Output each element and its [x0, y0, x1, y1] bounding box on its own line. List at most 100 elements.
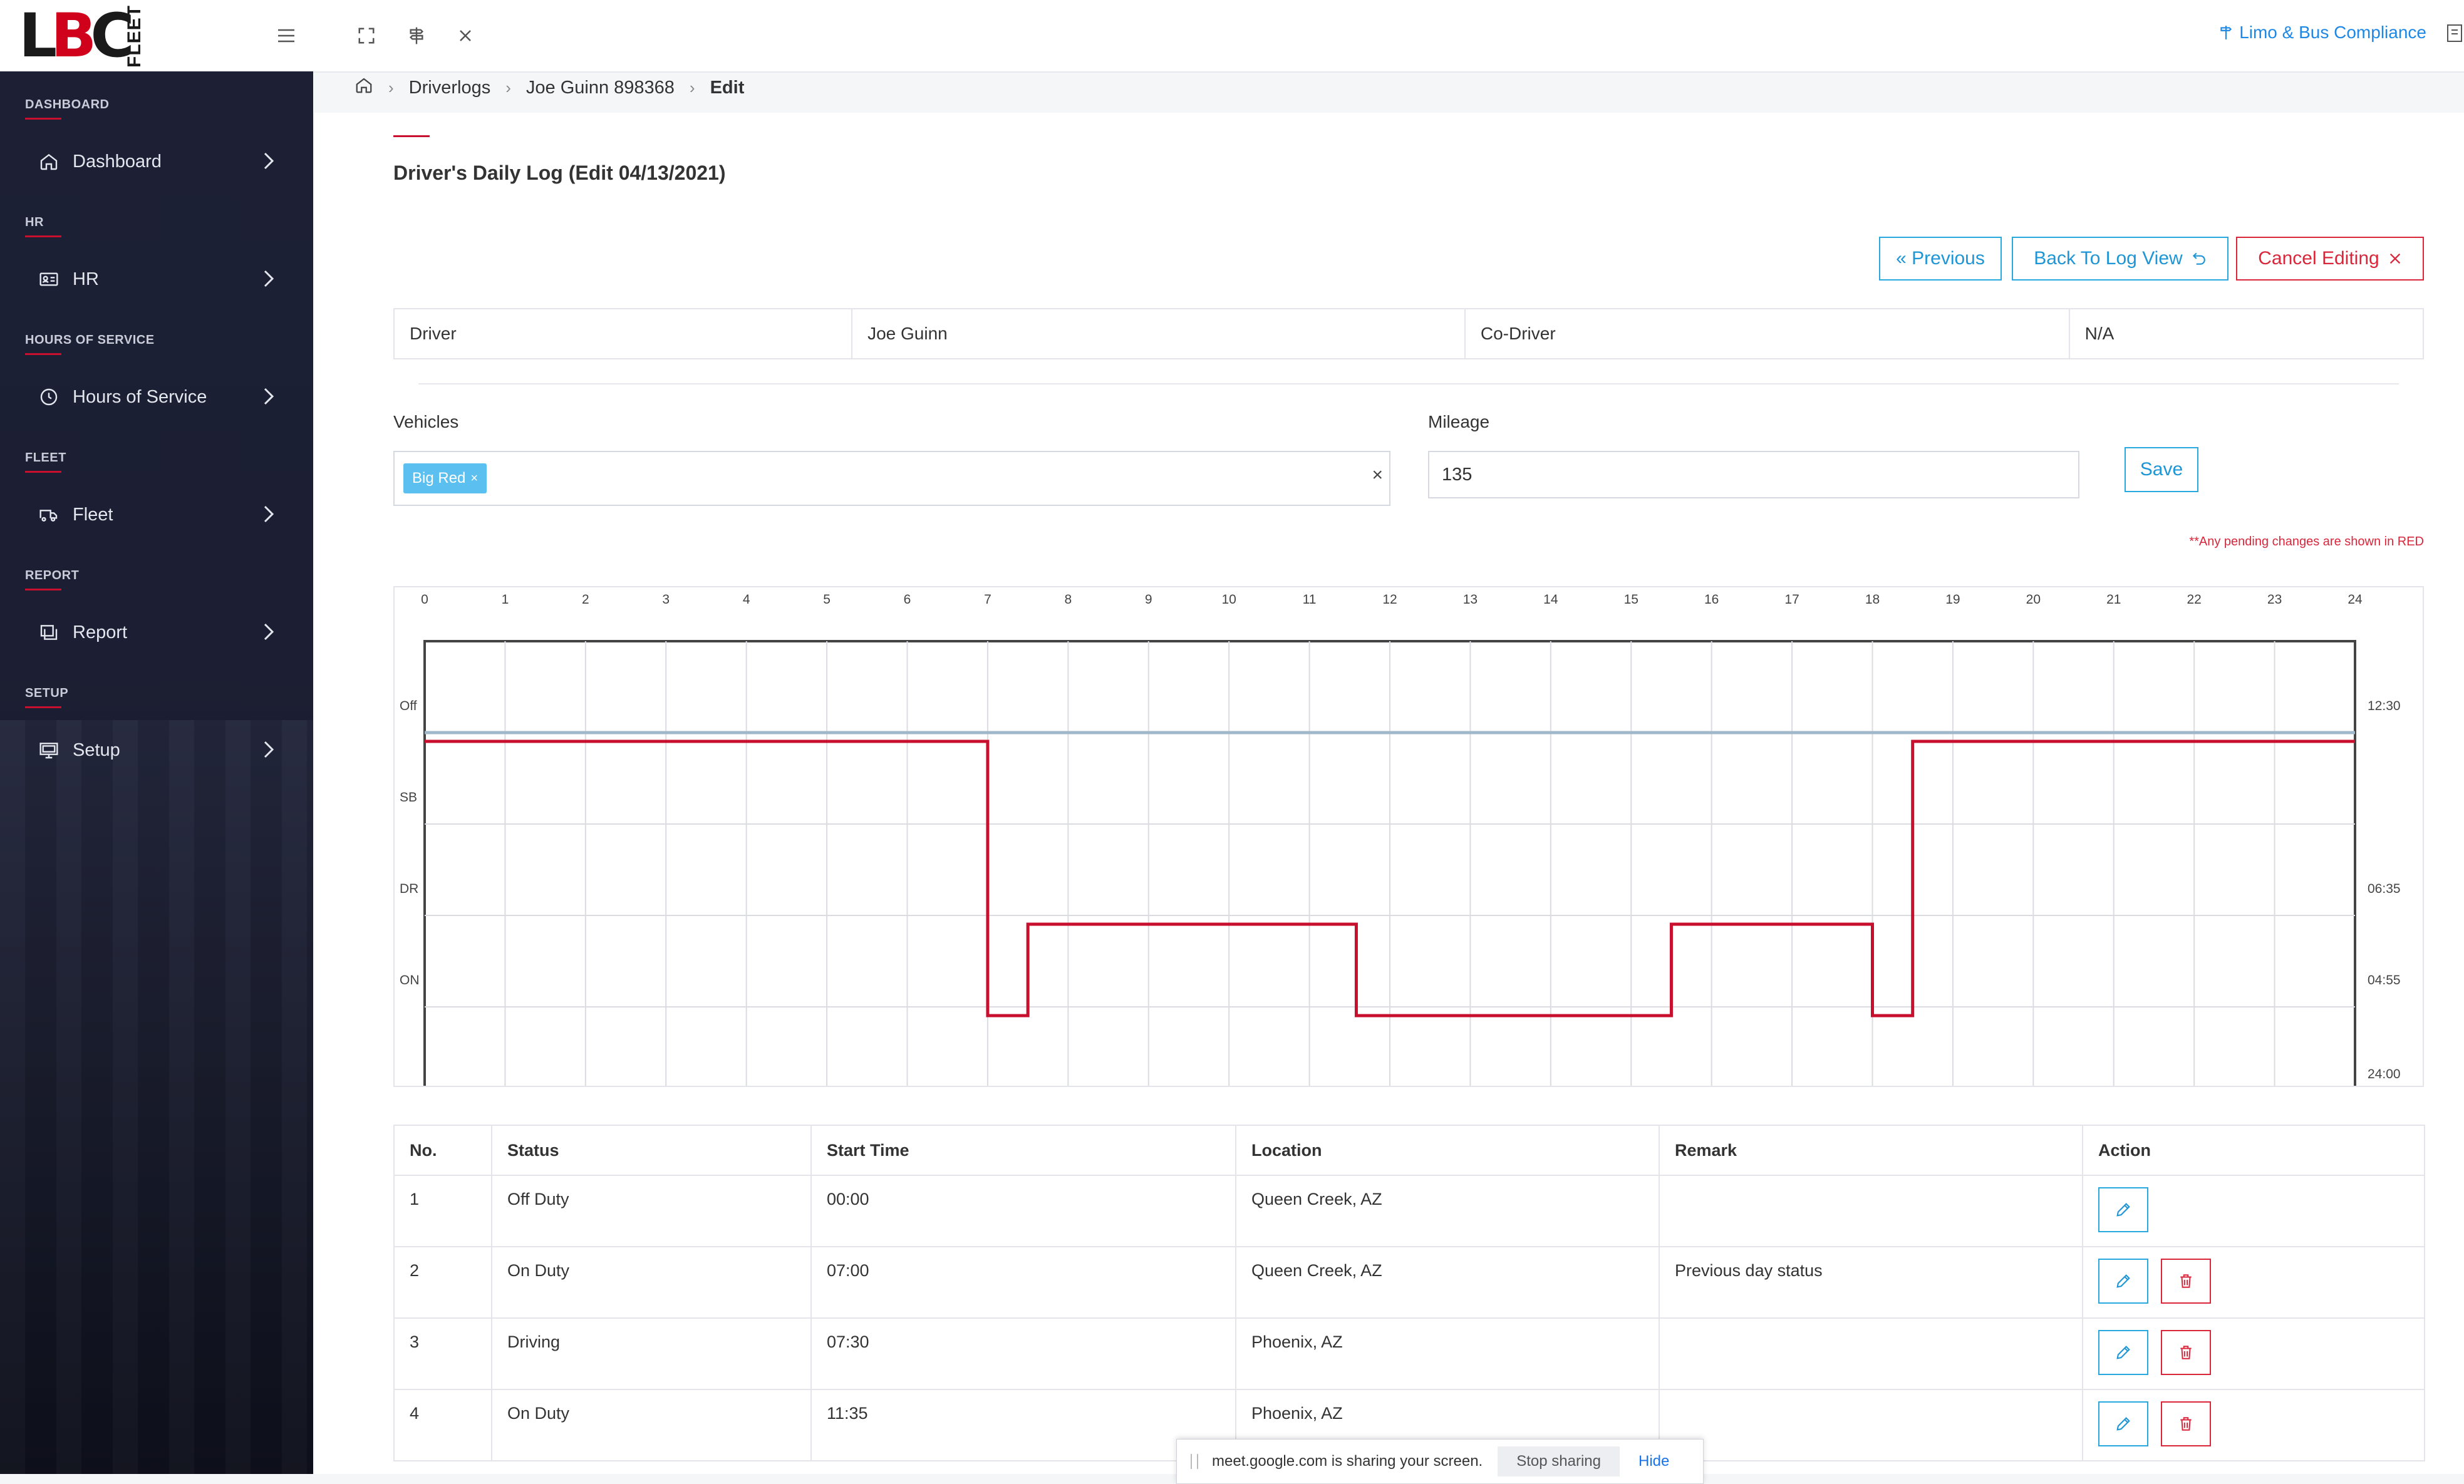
cell-status: Off Duty: [491, 1175, 812, 1247]
cancel-editing-button[interactable]: Cancel Editing: [2236, 237, 2424, 281]
cell-location: Phoenix, AZ: [1235, 1317, 1660, 1390]
mileage-input[interactable]: 135: [1428, 451, 2079, 498]
sidebar-item-fleet[interactable]: Fleet: [38, 496, 288, 533]
close-icon[interactable]: [453, 24, 477, 48]
breadcrumb-driverlogs[interactable]: Driverlogs: [408, 77, 491, 98]
remove-chip-icon[interactable]: ×: [470, 471, 479, 485]
breadcrumb-driver[interactable]: Joe Guinn 898368: [525, 77, 675, 98]
delete-button[interactable]: [2161, 1330, 2211, 1375]
delete-button[interactable]: [2161, 1401, 2211, 1446]
brand-logo[interactable]: LBC FLEET: [19, 1, 150, 70]
hour-tick-label: 22: [2187, 592, 2201, 607]
pencil-icon: [2116, 1274, 2130, 1288]
sidebar-item-label: Hours of Service: [73, 386, 207, 407]
delete-button[interactable]: [2161, 1259, 2211, 1304]
hour-tick-label: 3: [662, 592, 670, 607]
fullscreen-icon[interactable]: [355, 24, 378, 48]
status-row-label: ON: [400, 973, 420, 987]
sidebar-item-label: Setup: [73, 739, 120, 760]
hour-tick-label: 24: [2348, 592, 2363, 607]
cell-start-time: 00:00: [810, 1175, 1236, 1247]
cell-status: On Duty: [491, 1389, 812, 1461]
edit-button[interactable]: [2098, 1401, 2148, 1446]
previous-button[interactable]: « Previous: [1879, 237, 2002, 281]
section-label-dashboard: DASHBOARD: [25, 98, 110, 120]
hour-tick-label: 21: [2106, 592, 2121, 607]
logo-area: LBC FLEET: [0, 0, 313, 71]
section-label-setup: SETUP: [25, 686, 69, 708]
hour-tick-label: 11: [1303, 592, 1317, 607]
hour-tick-label: 0: [421, 592, 428, 607]
chevron-right-icon: ›: [388, 78, 394, 97]
sidebar-item-label: HR: [73, 269, 99, 289]
cancel-button-label: Cancel Editing: [2258, 248, 2379, 269]
status-total-label: 24:00: [2368, 1067, 2401, 1081]
pencil-icon: [2116, 1346, 2130, 1359]
clear-selection-icon[interactable]: ×: [1372, 465, 1383, 485]
vehicle-chip[interactable]: Big Red ×: [403, 463, 487, 493]
section-label-hours: HOURS OF SERVICE: [25, 333, 155, 355]
drag-handle[interactable]: [1191, 1454, 1198, 1469]
status-row-label: Off: [400, 699, 417, 713]
status-row-label: SB: [400, 790, 417, 805]
sidebar-item-report[interactable]: Report: [38, 614, 288, 651]
clock-icon: [38, 386, 60, 408]
truck-icon: [38, 503, 60, 526]
hour-tick-label: 20: [2026, 592, 2041, 607]
hour-tick-label: 1: [502, 592, 509, 607]
codriver-label: Co-Driver: [1466, 309, 2070, 358]
hour-tick-label: 15: [1624, 592, 1638, 607]
hour-tick-label: 12: [1382, 592, 1397, 607]
chevron-right-icon: [262, 269, 276, 293]
table-header-row: No. Status Start Time Location Remark Ac…: [393, 1125, 2425, 1176]
sidebar-item-hr[interactable]: HR: [38, 260, 288, 298]
sidebar-item-dashboard[interactable]: Dashboard: [38, 143, 288, 180]
edit-button[interactable]: [2098, 1259, 2148, 1304]
chevron-right-icon: [262, 622, 276, 646]
cell-location: Queen Creek, AZ: [1235, 1246, 1660, 1319]
cell-start-time: 11:35: [810, 1389, 1236, 1461]
hour-tick-label: 5: [823, 592, 831, 607]
home-icon[interactable]: [355, 76, 373, 100]
brand-link[interactable]: Limo & Bus Compliance: [2218, 23, 2426, 43]
stop-sharing-button[interactable]: Stop sharing: [1498, 1446, 1620, 1476]
share-message: meet.google.com is sharing your screen.: [1212, 1453, 1483, 1470]
sidebar: LBC FLEET DASHBOARD Dashboard HR HR HOUR…: [0, 0, 313, 1474]
table-row: 1 Off Duty 00:00 Queen Creek, AZ: [393, 1175, 2425, 1247]
save-button[interactable]: Save: [2125, 447, 2198, 492]
hide-link[interactable]: Hide: [1638, 1453, 1670, 1470]
top-bar: Limo & Bus Compliance: [278, 0, 2464, 73]
settings-icon[interactable]: [2445, 23, 2464, 45]
status-total-label: 06:35: [2368, 882, 2401, 896]
back-to-log-view-button[interactable]: Back To Log View: [2012, 237, 2228, 281]
sidebar-item-hours-of-service[interactable]: Hours of Service: [38, 378, 288, 416]
edit-button[interactable]: [2098, 1330, 2148, 1375]
pencil-icon: [2116, 1417, 2130, 1431]
cell-no: 3: [393, 1317, 492, 1390]
table-row: 3 Driving 07:30 Phoenix, AZ: [393, 1317, 2425, 1390]
driver-info-table: Driver Joe Guinn Co-Driver N/A: [393, 308, 2424, 359]
cell-start-time: 07:30: [810, 1317, 1236, 1390]
vehicles-select[interactable]: Big Red × ×: [393, 451, 1390, 506]
trash-icon: [2180, 1346, 2192, 1359]
hamburger-menu-icon[interactable]: [274, 24, 298, 48]
section-label-fleet: FLEET: [25, 451, 66, 473]
vehicles-label: Vehicles: [393, 412, 459, 431]
cell-location: Queen Creek, AZ: [1235, 1175, 1660, 1247]
edit-button[interactable]: [2098, 1187, 2148, 1232]
signpost-icon[interactable]: [405, 24, 428, 48]
vehicle-chip-label: Big Red: [412, 470, 466, 487]
sidebar-item-setup[interactable]: Setup: [38, 731, 288, 769]
log-graph: 0 1 2 3 4 5 6 7 8 9 10 11 12 13 14 15 16 17 18 19 20 21 22 23 24…: [393, 586, 2424, 1101]
cell-status: On Duty: [491, 1246, 812, 1319]
sidebar-background-image: [0, 720, 313, 1474]
logo-sub: FLEET: [124, 5, 145, 68]
signpost-icon: [2220, 26, 2232, 39]
chevron-right-icon: [262, 740, 276, 764]
duty-status-line: [425, 739, 2355, 1018]
breadcrumb-current: Edit: [710, 77, 745, 98]
screen-share-bar: meet.google.com is sharing your screen. …: [1176, 1439, 1704, 1484]
status-total-label: 12:30: [2368, 699, 2401, 713]
hour-tick-label: 17: [1784, 592, 1799, 607]
id-card-icon: [38, 268, 60, 291]
